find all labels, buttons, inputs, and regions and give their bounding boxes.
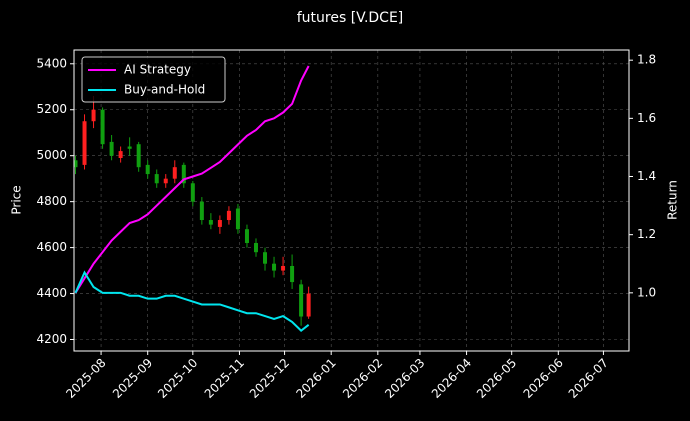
x-tick-label: 2025-09 xyxy=(110,356,155,401)
y-tick-label: 4200 xyxy=(36,332,67,346)
candle-body xyxy=(290,265,295,283)
y2-axis-label: Return xyxy=(666,180,680,220)
candle-body xyxy=(253,243,258,253)
candle-body xyxy=(127,146,132,149)
candle-body xyxy=(199,201,204,221)
y2-tick-label: 1.8 xyxy=(637,53,656,67)
x-tick-label: 2025-10 xyxy=(155,356,200,401)
plot-frame xyxy=(73,49,630,352)
x-tick-label: 2026-03 xyxy=(382,356,427,401)
candle-body xyxy=(154,174,159,184)
y-tick-label: 4800 xyxy=(36,194,67,208)
x-tick-label: 2026-05 xyxy=(474,356,519,401)
candle-body xyxy=(100,109,105,145)
legend-box xyxy=(81,56,226,103)
candle-body xyxy=(73,160,78,168)
y2-tick-label: 1.2 xyxy=(637,227,656,241)
x-tick-label: 2026-04 xyxy=(429,356,474,401)
candle-body xyxy=(217,220,222,227)
candle-body xyxy=(244,229,249,244)
candle-body xyxy=(91,109,96,122)
chart-title: futures [V.DCE] xyxy=(297,10,404,26)
y-tick-label: 4400 xyxy=(36,286,67,300)
x-tick-label: 2026-06 xyxy=(521,356,566,401)
x-tick-label: 2026-01 xyxy=(293,356,338,401)
x-tick-label: 2026-02 xyxy=(340,356,385,401)
y-tick-label: 5400 xyxy=(36,56,67,70)
y2-tick-label: 1.0 xyxy=(637,285,656,299)
candle-body xyxy=(136,144,141,168)
candle-body xyxy=(163,178,168,184)
x-tick-label: 2025-11 xyxy=(202,356,247,401)
candle-body xyxy=(82,121,87,165)
candle-body xyxy=(172,167,177,179)
x-tick-label: 2025-12 xyxy=(247,356,292,401)
y-tick-label: 5200 xyxy=(36,102,67,116)
legend-label: AI Strategy xyxy=(124,63,191,77)
y-tick-label: 5000 xyxy=(36,148,67,162)
candle-body xyxy=(118,151,123,158)
candle-body xyxy=(263,252,268,264)
candle-body xyxy=(306,293,311,317)
y2-tick-label: 1.6 xyxy=(637,111,656,125)
series-line xyxy=(74,65,310,294)
y-axis-label: Price xyxy=(10,185,24,214)
candle-body xyxy=(181,164,186,184)
y2-tick-label: 1.4 xyxy=(637,169,656,183)
legend-label: Buy-and-Hold xyxy=(124,83,205,97)
candle-body xyxy=(281,265,286,271)
candle-body xyxy=(208,220,213,225)
x-tick-label: 2025-08 xyxy=(63,356,108,401)
candle-body xyxy=(235,208,240,230)
x-tick-label: 2026-07 xyxy=(566,356,611,401)
candle-body xyxy=(145,164,150,175)
series-line xyxy=(74,270,310,332)
candle-body xyxy=(299,284,304,317)
candle-body xyxy=(109,141,114,156)
y-tick-label: 4600 xyxy=(36,240,67,254)
candle-body xyxy=(226,210,231,221)
candle-body xyxy=(190,183,195,202)
candle-body xyxy=(272,263,277,271)
